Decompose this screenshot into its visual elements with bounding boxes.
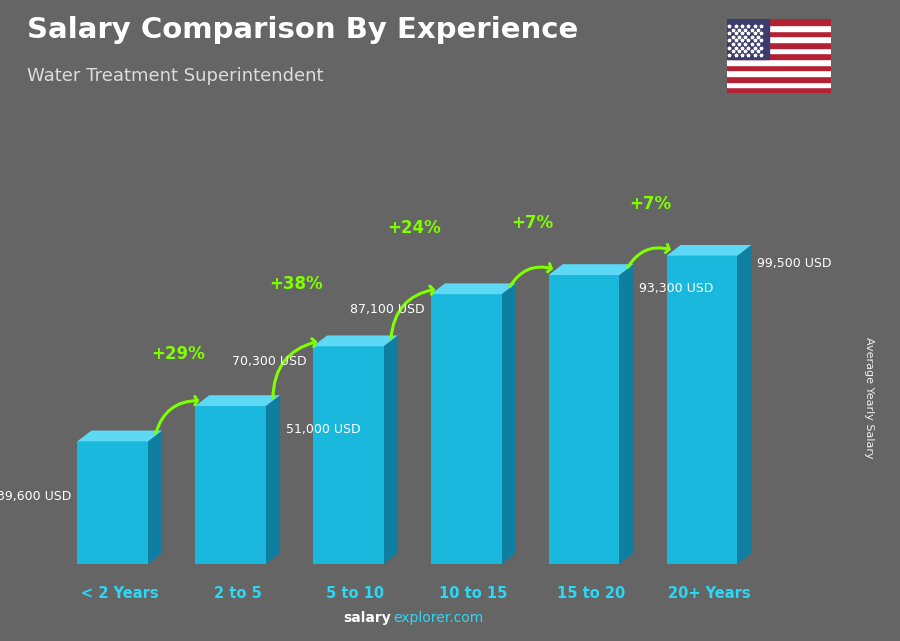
Bar (727, 87, 831, 93)
Text: salary: salary (344, 611, 392, 625)
Polygon shape (619, 264, 634, 564)
Polygon shape (148, 431, 162, 564)
Polygon shape (431, 283, 516, 294)
Text: +7%: +7% (511, 215, 554, 233)
FancyBboxPatch shape (549, 275, 619, 564)
Polygon shape (77, 431, 162, 442)
Bar (727, 71, 831, 76)
Text: 10 to 15: 10 to 15 (439, 587, 508, 601)
Text: +24%: +24% (387, 219, 441, 237)
Bar (727, 19, 769, 59)
Polygon shape (383, 335, 398, 564)
Text: < 2 Years: < 2 Years (81, 587, 158, 601)
Polygon shape (549, 264, 634, 275)
Text: 2 to 5: 2 to 5 (213, 587, 261, 601)
Text: explorer.com: explorer.com (393, 611, 483, 625)
Bar (727, 53, 831, 59)
Text: Salary Comparison By Experience: Salary Comparison By Experience (27, 16, 578, 44)
Bar (727, 47, 831, 53)
Text: 5 to 10: 5 to 10 (327, 587, 384, 601)
FancyBboxPatch shape (313, 346, 383, 564)
FancyBboxPatch shape (77, 442, 148, 564)
Bar (727, 31, 831, 37)
Text: 70,300 USD: 70,300 USD (232, 354, 307, 368)
Text: +38%: +38% (270, 274, 323, 292)
Bar (727, 81, 831, 87)
Polygon shape (313, 335, 398, 346)
Text: 99,500 USD: 99,500 USD (757, 257, 832, 270)
Polygon shape (266, 395, 280, 564)
Text: 20+ Years: 20+ Years (668, 587, 751, 601)
Text: 39,600 USD: 39,600 USD (0, 490, 71, 503)
Polygon shape (501, 283, 516, 564)
Bar (727, 37, 831, 42)
Text: 51,000 USD: 51,000 USD (286, 423, 361, 437)
Polygon shape (737, 245, 751, 564)
FancyBboxPatch shape (431, 294, 501, 564)
Text: 93,300 USD: 93,300 USD (639, 281, 714, 294)
Bar (727, 65, 831, 71)
FancyBboxPatch shape (195, 406, 266, 564)
Text: +7%: +7% (629, 196, 671, 213)
Text: 87,100 USD: 87,100 USD (350, 303, 425, 315)
Polygon shape (667, 245, 752, 256)
Text: Average Yearly Salary: Average Yearly Salary (863, 337, 874, 458)
Bar (727, 76, 831, 81)
Bar (727, 42, 831, 47)
Text: +29%: +29% (152, 345, 205, 363)
FancyBboxPatch shape (667, 256, 737, 564)
Text: Water Treatment Superintendent: Water Treatment Superintendent (27, 67, 323, 85)
Text: 15 to 20: 15 to 20 (557, 587, 626, 601)
Bar (727, 25, 831, 31)
Bar (727, 19, 831, 25)
Polygon shape (195, 395, 280, 406)
Bar (727, 59, 831, 65)
